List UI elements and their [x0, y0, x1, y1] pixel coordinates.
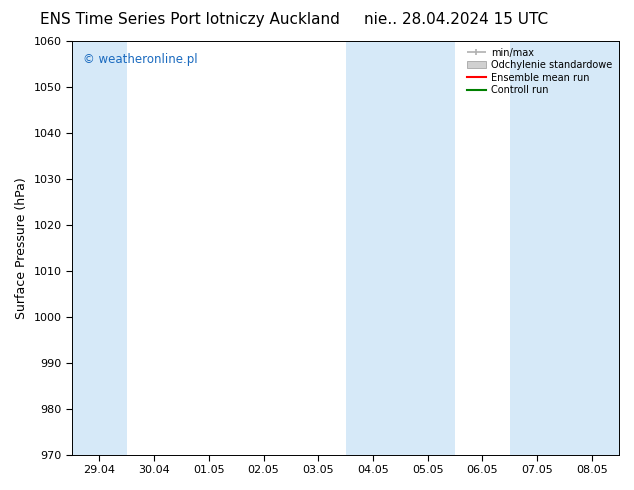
Bar [346, 41, 455, 455]
Text: ENS Time Series Port lotniczy Auckland: ENS Time Series Port lotniczy Auckland [41, 12, 340, 27]
Bar [72, 41, 127, 455]
Bar [510, 41, 619, 455]
Text: © weatheronline.pl: © weatheronline.pl [83, 53, 198, 67]
Legend: min/max, Odchylenie standardowe, Ensemble mean run, Controll run: min/max, Odchylenie standardowe, Ensembl… [465, 46, 614, 97]
Text: nie.. 28.04.2024 15 UTC: nie.. 28.04.2024 15 UTC [365, 12, 548, 27]
Y-axis label: Surface Pressure (hPa): Surface Pressure (hPa) [15, 177, 28, 318]
